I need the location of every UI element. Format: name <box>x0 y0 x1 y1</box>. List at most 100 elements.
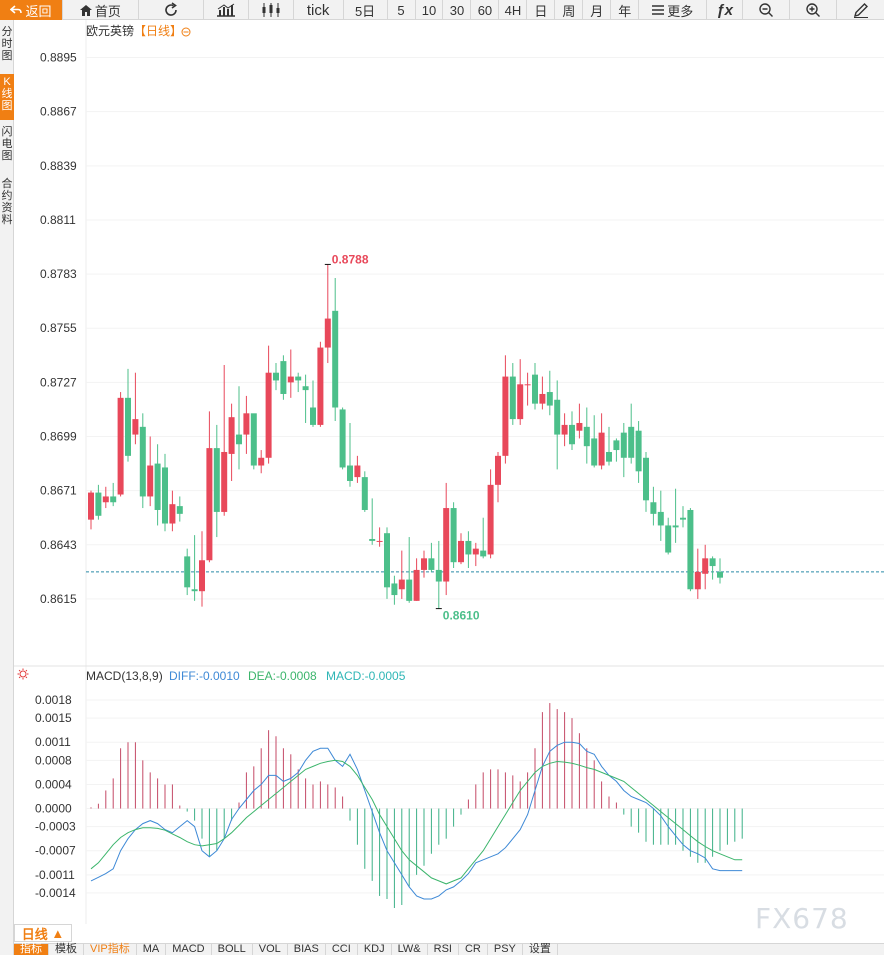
macd-settings-icon[interactable] <box>17 668 29 680</box>
kline-chart[interactable]: 0.8895 0.8867 0.8839 0.8811 0.8783 0.8755 0.87… <box>14 20 884 924</box>
candle-body <box>176 506 183 514</box>
candle-body <box>539 393 546 404</box>
candle-body <box>302 386 309 391</box>
period-5min[interactable]: 5 <box>388 0 416 20</box>
candle <box>620 422 627 478</box>
sidebar-item-contract[interactable]: 合约资料 <box>1 178 13 226</box>
candle <box>391 575 398 605</box>
high-label: 0.8788 <box>332 252 369 266</box>
formula-button[interactable]: ƒx <box>707 0 744 20</box>
sidebar-item-lightning[interactable]: 闪电图 <box>1 126 13 162</box>
indicator-tab-rsi[interactable]: RSI <box>428 944 459 955</box>
tick-button[interactable]: tick <box>294 0 344 20</box>
period-week[interactable]: 周 <box>555 0 584 20</box>
candle-body <box>458 540 464 563</box>
candle <box>591 415 598 468</box>
candle-body <box>376 540 383 542</box>
candle-body <box>258 457 265 466</box>
candle-body <box>398 579 405 590</box>
period-10min[interactable]: 10 <box>416 0 444 20</box>
candle <box>117 392 124 497</box>
candle <box>310 380 316 427</box>
y-axis-macd: 0.0018 0.0015 0.0011 0.0008 0.0004 0.0000 -0.0… <box>35 693 76 900</box>
indicator-tab-index[interactable]: 指标 <box>14 944 49 955</box>
indicator-tab-settings[interactable]: 设置 <box>523 944 558 955</box>
candlestick-button[interactable] <box>249 0 294 20</box>
candle <box>88 490 94 530</box>
bottom-bar: 日线 ▲ 指标 模板 VIP指标 MA MACD BOLL VOL BIAS C… <box>14 924 884 955</box>
refresh-button[interactable] <box>139 0 204 20</box>
candle-body <box>495 455 501 485</box>
macd-value-label: MACD:-0.0005 <box>326 669 406 683</box>
candle <box>228 403 235 481</box>
sidebar-item-kline[interactable]: K线图 <box>0 74 14 120</box>
macd-y-tick-label: -0.0007 <box>35 844 76 858</box>
candle-body <box>273 372 279 381</box>
y-tick-label: 0.8811 <box>40 213 76 227</box>
indicator-tab-boll[interactable]: BOLL <box>212 944 253 955</box>
indicator-tab-cci[interactable]: CCI <box>326 944 358 955</box>
candle <box>657 490 664 541</box>
back-button[interactable]: 返回 <box>0 0 63 20</box>
candle <box>265 345 272 464</box>
candle-body <box>236 434 242 445</box>
y-tick-label: 0.8615 <box>40 592 77 606</box>
candle <box>554 380 561 470</box>
candle-body <box>428 558 435 570</box>
period-month[interactable]: 月 <box>583 0 612 20</box>
indicator-tab-vip[interactable]: VIP指标 <box>84 944 137 955</box>
period-60min[interactable]: 60 <box>471 0 500 20</box>
candle-body <box>717 571 723 578</box>
candle <box>598 413 605 470</box>
chart-settings-icon[interactable] <box>181 27 191 37</box>
indicator-tab-macd[interactable]: MACD <box>166 944 212 955</box>
line-chart-button[interactable] <box>204 0 249 20</box>
zoom-in-button[interactable] <box>790 0 838 20</box>
indicator-tab-psy[interactable]: PSY <box>488 944 523 955</box>
macd-y-tick-label: 0.0011 <box>35 735 71 749</box>
indicator-tab-lw[interactable]: LW& <box>392 944 428 955</box>
candlestick-icon <box>262 3 280 17</box>
candle <box>110 482 117 507</box>
candle-body <box>532 374 538 404</box>
indicator-tab-vol[interactable]: VOL <box>253 944 288 955</box>
indicator-tab-template[interactable]: 模板 <box>49 944 84 955</box>
candle <box>672 488 679 543</box>
candle-body <box>243 413 250 435</box>
indicator-tab-bias[interactable]: BIAS <box>288 944 326 955</box>
home-button[interactable]: 首页 <box>63 0 139 20</box>
zoom-out-button[interactable] <box>743 0 791 20</box>
candle-body <box>265 372 272 458</box>
candle-body <box>324 318 331 348</box>
y-tick-label: 0.8727 <box>40 375 77 389</box>
more-button[interactable]: 更多 <box>639 0 708 20</box>
candle <box>613 438 620 462</box>
candle-body <box>487 484 494 555</box>
candle-body <box>110 496 117 503</box>
candle <box>317 341 324 427</box>
candle <box>643 451 649 512</box>
candle <box>384 527 390 599</box>
high-marker: 0.8788 <box>324 252 369 266</box>
draw-button[interactable] <box>837 0 884 20</box>
y-tick-label: 0.8895 <box>40 51 77 65</box>
period-4h[interactable]: 4H <box>499 0 528 20</box>
indicator-tab-ma[interactable]: MA <box>137 944 167 955</box>
candle <box>206 411 213 563</box>
period-day[interactable]: 日 <box>527 0 556 20</box>
indicator-tab-cr[interactable]: CR <box>459 944 488 955</box>
candle <box>509 363 516 425</box>
candle <box>702 544 709 590</box>
period-year[interactable]: 年 <box>611 0 640 20</box>
sidebar-item-timeshare[interactable]: 分时图 <box>1 26 13 62</box>
indicator-tab-kdj[interactable]: KDJ <box>358 944 392 955</box>
candle-body <box>132 419 139 435</box>
period-5day[interactable]: 5日 <box>344 0 388 20</box>
candle <box>650 486 657 526</box>
period-30min[interactable]: 30 <box>443 0 472 20</box>
menu-icon <box>652 5 665 15</box>
candle <box>132 372 139 445</box>
candle <box>95 484 102 520</box>
macd-y-tick-label: -0.0011 <box>35 868 75 882</box>
period-tab[interactable]: 日线 ▲ <box>14 924 72 942</box>
